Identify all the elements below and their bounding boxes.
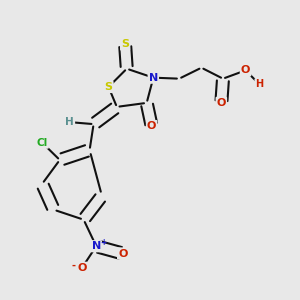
Text: H: H	[65, 117, 74, 127]
Text: Cl: Cl	[37, 138, 48, 148]
Text: H: H	[255, 79, 264, 89]
Text: O: O	[217, 98, 226, 108]
Text: S: S	[121, 40, 129, 50]
Text: O: O	[77, 263, 87, 273]
Text: N: N	[92, 241, 101, 251]
Text: O: O	[118, 248, 128, 259]
Text: O: O	[241, 65, 250, 75]
Text: S: S	[104, 82, 112, 92]
Text: O: O	[147, 121, 156, 131]
Text: -: -	[71, 260, 75, 271]
Text: N: N	[149, 73, 158, 83]
Text: +: +	[100, 238, 106, 247]
